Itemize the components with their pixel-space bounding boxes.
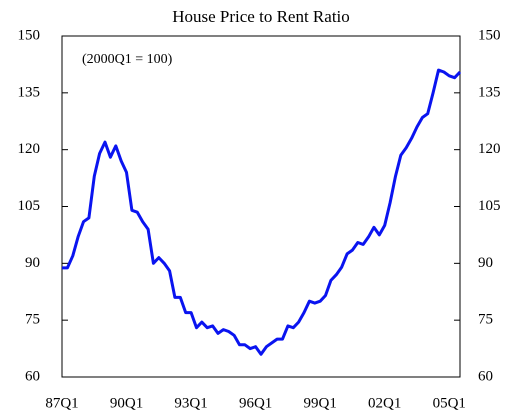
y2-tick-label: 60 (478, 368, 493, 384)
y-tick-label: 105 (18, 198, 41, 214)
y-tick-label: 135 (18, 84, 41, 100)
y-tick-label: 120 (18, 141, 41, 157)
x-tick-label: 96Q1 (239, 395, 272, 411)
y-tick-label: 60 (25, 368, 40, 384)
data-line (62, 68, 462, 356)
x-tick-label: 87Q1 (45, 395, 78, 411)
y2-tick-label: 135 (478, 84, 501, 100)
y2-tick-label: 120 (478, 141, 501, 157)
y2-tick-label: 90 (478, 255, 493, 271)
x-tick-label: 05Q1 (433, 395, 466, 411)
x-tick-label: 02Q1 (368, 395, 401, 411)
x-tick-label: 93Q1 (174, 395, 207, 411)
x-tick-label: 99Q1 (303, 395, 336, 411)
y2-tick-label: 75 (478, 312, 493, 328)
x-tick-label: 90Q1 (110, 395, 143, 411)
y-tick-label: 150 (18, 27, 41, 43)
annotation: (2000Q1 = 100) (82, 52, 173, 67)
chart-title: House Price to Rent Ratio (172, 7, 350, 26)
y2-tick-label: 105 (478, 198, 501, 214)
y2-tick-label: 150 (478, 27, 501, 43)
y-tick-label: 90 (25, 255, 40, 271)
plot-frame (61, 35, 461, 378)
y-tick-label: 75 (25, 312, 40, 328)
